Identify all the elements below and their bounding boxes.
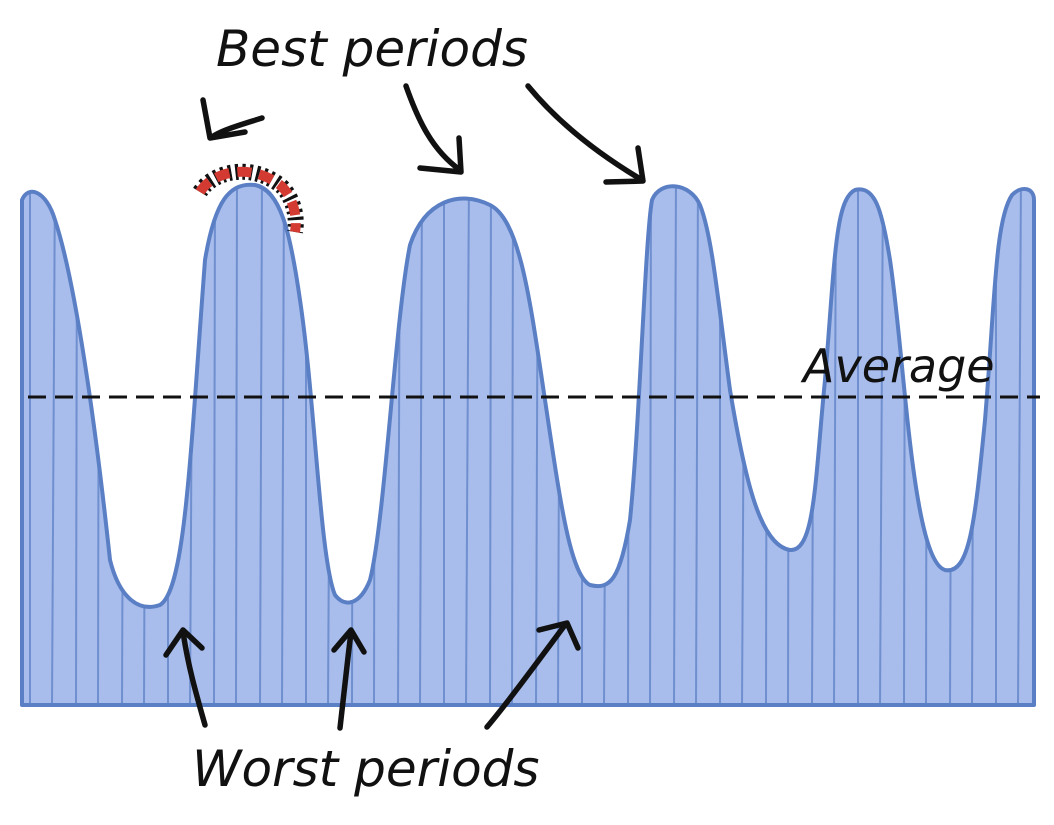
arrow-icon bbox=[417, 135, 464, 175]
wave-area bbox=[20, 182, 1036, 707]
arrow-icon bbox=[180, 629, 208, 728]
worst-periods-label: Worst periods bbox=[192, 740, 539, 798]
hatch-line bbox=[695, 184, 699, 705]
hatch-line bbox=[419, 184, 423, 705]
hatch-line bbox=[489, 184, 492, 705]
dashed-red-arc-icon bbox=[193, 163, 304, 234]
hatch-line bbox=[925, 184, 928, 705]
hatch-line bbox=[97, 184, 100, 705]
arrow-icon bbox=[331, 627, 367, 655]
hatch-line bbox=[1017, 184, 1022, 705]
hatch-line bbox=[75, 184, 78, 705]
hatch-line bbox=[765, 184, 768, 705]
hatch-line bbox=[627, 184, 630, 705]
arrow-icon bbox=[163, 627, 205, 658]
hatch-line bbox=[673, 184, 677, 705]
arrow-icon bbox=[603, 145, 646, 185]
hatch-line bbox=[213, 184, 216, 705]
arrow-icon bbox=[403, 83, 463, 173]
hatch-line bbox=[51, 184, 56, 705]
hatch-line bbox=[879, 184, 884, 705]
hatch-line bbox=[465, 184, 470, 705]
hatch-line bbox=[259, 184, 263, 705]
hatch-line bbox=[235, 184, 238, 705]
hatch-line bbox=[351, 184, 354, 705]
hatch-line bbox=[511, 184, 514, 705]
arrow-icon bbox=[484, 622, 568, 730]
arrow-icon bbox=[525, 83, 645, 183]
hatch-line bbox=[649, 184, 652, 705]
hatch-line bbox=[373, 184, 376, 705]
highlight-outline bbox=[193, 163, 304, 234]
arrow-icon bbox=[200, 97, 248, 141]
hatch-line bbox=[281, 184, 285, 705]
average-label: Average bbox=[800, 339, 995, 393]
arrow-icon bbox=[536, 620, 581, 651]
best-periods-label: Best periods bbox=[216, 20, 528, 78]
arrows bbox=[163, 83, 646, 731]
arrow-icon bbox=[337, 629, 354, 731]
hatch-line bbox=[903, 184, 906, 705]
hatch-line bbox=[787, 184, 790, 705]
highlight-dashes bbox=[195, 166, 301, 233]
